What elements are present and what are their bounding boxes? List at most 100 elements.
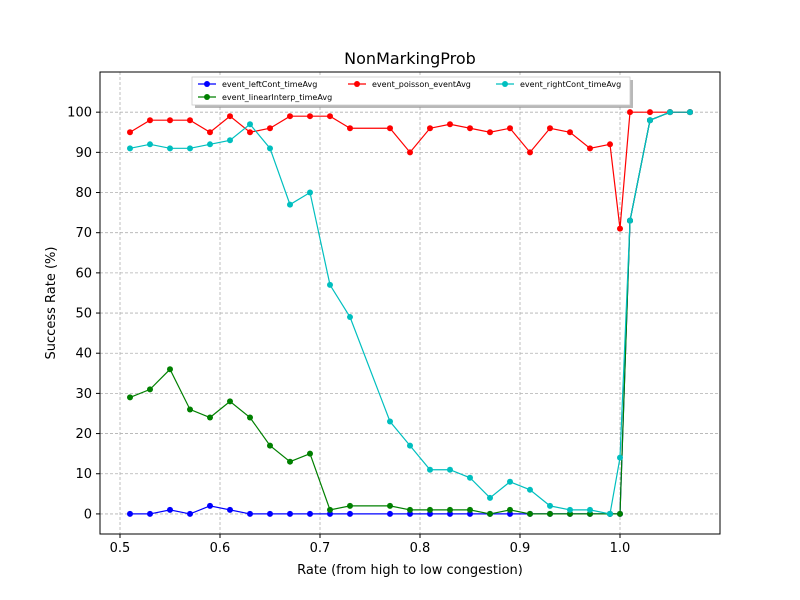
data-point — [347, 125, 353, 132]
data-point — [307, 450, 313, 457]
data-point — [287, 113, 293, 120]
data-point — [147, 141, 153, 148]
data-point — [147, 510, 153, 517]
series-event_rightCont_timeAvg — [127, 109, 693, 517]
data-point — [407, 442, 413, 449]
y-tick-label: 90 — [75, 146, 92, 161]
data-point — [447, 506, 453, 513]
legend: event_leftCont_timeAvg event_linearInterp… — [191, 76, 633, 108]
data-point — [647, 109, 653, 116]
legend-entry: event_linearInterp_timeAvg — [198, 93, 332, 102]
data-point — [307, 113, 313, 120]
data-point — [447, 466, 453, 473]
data-point — [427, 466, 433, 473]
y-tick-label: 30 — [75, 387, 92, 402]
data-point — [347, 314, 353, 321]
legend-label: event_rightCont_timeAvg — [520, 80, 621, 89]
x-tick-label: 1.0 — [610, 541, 631, 556]
legend-box — [191, 76, 631, 106]
data-point — [127, 510, 133, 517]
data-point — [387, 502, 393, 509]
data-point — [227, 113, 233, 120]
data-point — [347, 502, 353, 509]
legend-swatch-marker — [502, 81, 508, 87]
legend-swatch-marker — [354, 81, 360, 87]
data-point — [147, 117, 153, 124]
data-point — [447, 121, 453, 128]
data-point — [587, 145, 593, 152]
data-point — [627, 217, 633, 224]
legend-swatch-marker — [204, 94, 210, 100]
x-tick-label: 0.7 — [310, 541, 331, 556]
data-point — [467, 474, 473, 481]
data-point — [487, 510, 493, 517]
data-point — [617, 454, 623, 461]
y-tick-label: 0 — [84, 507, 92, 522]
data-point — [187, 145, 193, 152]
data-point — [487, 494, 493, 501]
data-point — [207, 129, 213, 136]
data-point — [187, 117, 193, 124]
y-tick-label: 50 — [75, 307, 92, 322]
data-point — [247, 414, 253, 421]
data-point — [207, 141, 213, 148]
data-point — [167, 145, 173, 152]
data-point — [247, 121, 253, 128]
data-point — [427, 506, 433, 513]
x-tick-label: 0.5 — [110, 541, 131, 556]
legend-entry: event_leftCont_timeAvg — [198, 80, 317, 89]
data-point — [147, 386, 153, 393]
series-event_poisson_eventAvg — [127, 109, 693, 232]
plot-area-frame — [99, 71, 721, 535]
data-point — [507, 478, 513, 485]
data-point — [617, 510, 623, 517]
legend-label: event_poisson_eventAvg — [372, 80, 471, 89]
data-point — [227, 398, 233, 405]
data-point — [267, 510, 273, 517]
data-point — [127, 129, 133, 136]
y-tick-label: 70 — [75, 226, 92, 241]
legend-label: event_leftCont_timeAvg — [222, 80, 317, 89]
data-point — [527, 486, 533, 493]
data-point — [307, 510, 313, 517]
x-axis-label: Rate (from high to low congestion) — [297, 563, 523, 578]
data-point — [267, 442, 273, 449]
data-point — [467, 125, 473, 132]
data-point — [227, 137, 233, 144]
legend-label: event_linearInterp_timeAvg — [222, 93, 332, 102]
data-point — [407, 149, 413, 156]
data-point — [207, 414, 213, 421]
data-point — [287, 510, 293, 517]
data-point — [387, 510, 393, 517]
series-event_linearInterp_timeAvg — [127, 109, 693, 517]
data-point — [247, 129, 253, 136]
y-tick-label: 40 — [75, 347, 92, 362]
data-point — [327, 281, 333, 288]
chart-title: NonMarkingProb — [344, 49, 476, 68]
data-point — [647, 117, 653, 124]
data-point — [547, 502, 553, 509]
data-point — [327, 113, 333, 120]
data-point — [547, 125, 553, 132]
data-point — [667, 109, 673, 116]
x-tick-label: 0.8 — [410, 541, 431, 556]
data-point — [267, 145, 273, 152]
legend-swatch-marker — [204, 81, 210, 87]
y-tick-label: 20 — [75, 427, 92, 442]
data-point — [567, 129, 573, 136]
data-point — [507, 125, 513, 132]
data-point — [687, 109, 693, 116]
data-point — [407, 506, 413, 513]
data-point — [287, 458, 293, 465]
y-axis-ticks: 0 10 20 30 40 50 60 70 80 90 100 — [67, 106, 100, 522]
y-tick-label: 60 — [75, 266, 92, 281]
y-tick-label: 80 — [75, 186, 92, 201]
data-point — [127, 145, 133, 152]
y-tick-label: 100 — [67, 106, 92, 121]
data-point — [607, 510, 613, 517]
legend-entry: event_rightCont_timeAvg — [496, 80, 621, 89]
data-point — [207, 502, 213, 509]
data-point — [617, 225, 623, 232]
x-tick-label: 0.6 — [210, 541, 231, 556]
